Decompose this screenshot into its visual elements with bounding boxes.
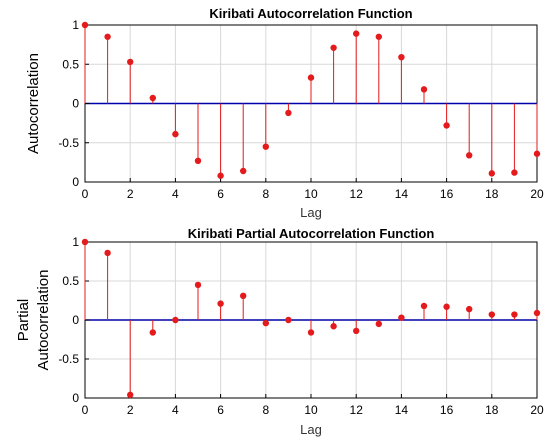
x-tick-label: 16	[440, 403, 454, 417]
stem-marker	[240, 167, 247, 175]
chart-panel-1: 0 2 4 6 8 10 12 14 16 18 20 0 -0.5 0 0.5 1 Kiribati Auto…	[25, 6, 544, 220]
y-tick-label: 0	[72, 175, 79, 189]
stem-marker	[511, 169, 518, 176]
stem-marker	[420, 86, 428, 93]
x-tick-label: 4	[172, 187, 179, 201]
x-tick-label: 0	[82, 403, 89, 417]
x-tick-label: 0	[82, 187, 89, 201]
stem-marker	[285, 109, 292, 117]
x-tick-label: 2	[127, 403, 134, 417]
stem-marker	[443, 122, 450, 129]
x-axis-label: Lag	[300, 205, 322, 220]
x-tick-label: 20	[530, 403, 544, 417]
stem-marker	[81, 21, 89, 29]
stem-marker	[194, 157, 202, 165]
chart-title: Kiribati Autocorrelation Function	[209, 6, 412, 21]
stem-marker	[533, 150, 541, 157]
stem-marker	[172, 316, 179, 324]
stem-marker	[375, 33, 382, 40]
y-axis-label: Partial	[15, 299, 32, 342]
stem-marker	[533, 309, 541, 317]
stem-marker	[420, 302, 428, 310]
x-tick-label: 12	[350, 403, 364, 417]
x-tick-label: 12	[350, 187, 364, 201]
stem-marker	[127, 58, 134, 66]
stem-marker	[149, 94, 156, 102]
stem-marker	[466, 305, 473, 313]
stem-marker	[398, 314, 405, 321]
stem-marker	[375, 320, 382, 328]
stem-marker	[240, 292, 247, 300]
stem-marker	[262, 143, 269, 150]
y-tick-label: 0	[72, 97, 79, 111]
stem-marker	[194, 281, 202, 289]
stem-marker	[262, 319, 269, 327]
stem-marker	[488, 311, 495, 318]
stem-marker	[149, 329, 156, 336]
x-tick-label: 20	[530, 187, 544, 201]
stem-marker	[330, 323, 337, 330]
stem-marker	[81, 238, 89, 246]
x-tick-label: 18	[485, 187, 499, 201]
stem-marker	[330, 44, 337, 51]
stem-marker	[511, 311, 518, 318]
y-tick-label: -0.5	[58, 352, 79, 366]
stem-marker	[217, 172, 224, 179]
x-tick-label: 10	[304, 403, 318, 417]
y-tick-label: 0	[72, 391, 79, 405]
stem-marker	[488, 170, 495, 177]
y-axis-label: Autocorrelation	[25, 53, 42, 154]
stem-marker	[104, 33, 111, 40]
x-tick-label: 14	[395, 187, 409, 201]
x-tick-label: 2	[127, 187, 134, 201]
stem-marker	[104, 249, 111, 257]
y-axis-label: Autocorrelation	[35, 270, 52, 371]
y-tick-label: 0.5	[62, 57, 79, 71]
x-tick-label: 8	[262, 403, 269, 417]
stem-marker	[172, 130, 179, 138]
stem-marker	[217, 300, 224, 307]
chart-panel-2: 0 2 4 6 8 10 12 14 16 18 20 0 -0.5 0 0.5 1 Kiribati Part…	[15, 226, 544, 437]
x-axis-label: Lag	[300, 422, 322, 437]
y-tick-label: 1	[72, 18, 79, 32]
x-tick-label: 14	[395, 403, 409, 417]
y-tick-label: 0	[72, 313, 79, 327]
x-tick-label: 6	[217, 403, 224, 417]
x-tick-label: 4	[172, 403, 179, 417]
chart-title: Kiribati Partial Autocorrelation Functio…	[188, 226, 435, 241]
x-tick-label: 10	[304, 187, 318, 201]
y-tick-label: 0.5	[62, 274, 79, 288]
stem-marker	[353, 327, 360, 335]
y-tick-label: 1	[72, 235, 79, 249]
stem-marker	[307, 74, 315, 81]
stem-marker	[353, 30, 360, 37]
x-tick-label: 8	[262, 187, 269, 201]
y-tick-label: -0.5	[58, 136, 79, 150]
stem-marker	[285, 316, 292, 324]
stem-marker	[127, 391, 134, 399]
stem-marker	[307, 329, 315, 336]
x-tick-label: 16	[440, 187, 454, 201]
stem-marker	[466, 152, 473, 159]
stem-marker	[398, 53, 405, 61]
x-tick-label: 6	[217, 187, 224, 201]
stem-marker	[443, 303, 450, 310]
x-tick-label: 18	[485, 403, 499, 417]
